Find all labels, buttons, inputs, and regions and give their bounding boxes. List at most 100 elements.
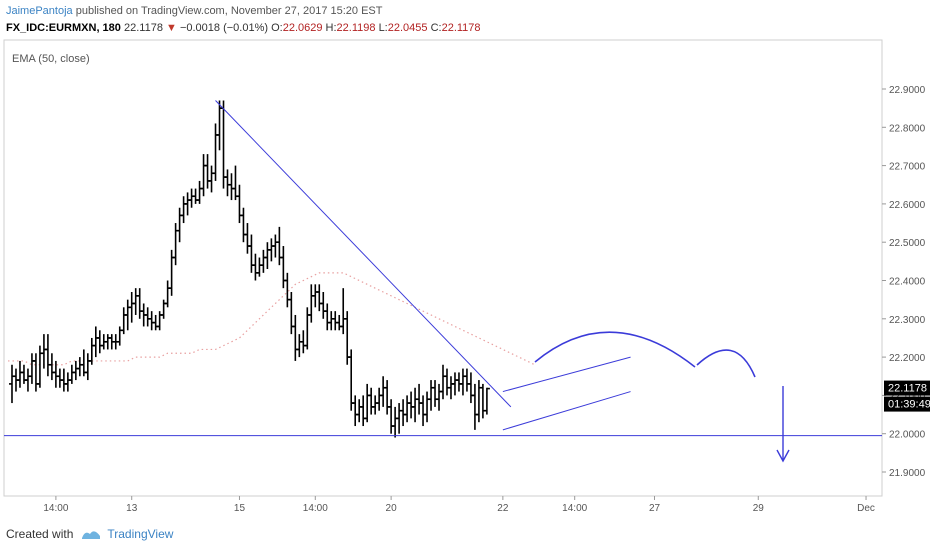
y-tick-label: 22.6000 xyxy=(889,200,926,211)
ohlc-bar xyxy=(132,288,139,315)
author-link[interactable]: JaimePantoja xyxy=(6,5,73,17)
ohlc-bar xyxy=(479,383,486,419)
price-tag: 22.1178 xyxy=(888,383,927,395)
ohlc-bar xyxy=(256,257,263,277)
low-label: L: xyxy=(378,22,388,34)
x-tick-label: 14:00 xyxy=(562,503,587,514)
ohlc-bar xyxy=(392,406,399,438)
ohlc-bar xyxy=(84,353,91,381)
y-tick-label: 22.4000 xyxy=(889,277,926,288)
publisher-line: JaimePantoja published on TradingView.co… xyxy=(6,3,382,19)
ohlc-bar xyxy=(192,188,199,204)
x-tick-label: 14:00 xyxy=(303,503,328,514)
ohlc-bar xyxy=(372,395,379,415)
ohlc-bar xyxy=(224,169,231,197)
ohlc-bar xyxy=(68,364,75,384)
open-value: 22.0629 xyxy=(282,22,323,34)
ohlc-bar xyxy=(184,192,191,216)
ohlc-bar xyxy=(260,249,267,273)
ohlc-bar xyxy=(356,399,363,423)
ohlc-bar xyxy=(268,238,275,262)
y-tick-label: 22.7000 xyxy=(889,162,926,173)
x-tick-label: 29 xyxy=(753,503,765,514)
channel-upper-line xyxy=(502,356,631,393)
ohlc-bar xyxy=(32,353,39,392)
ohlc-bar xyxy=(204,154,211,189)
ohlc-bar xyxy=(208,165,215,193)
y-tick-label: 22.3000 xyxy=(889,315,926,326)
ohlc-bar xyxy=(420,395,427,427)
ohlc-bar xyxy=(408,391,415,419)
down-arrow-head xyxy=(776,449,790,463)
y-tick-label: 22.5000 xyxy=(889,238,926,249)
ohlc-bar xyxy=(455,372,462,392)
low-value: 22.0455 xyxy=(387,22,428,34)
ohlc-bar xyxy=(188,188,195,208)
ohlc-bar xyxy=(443,368,450,396)
ohlc-bar xyxy=(180,196,187,224)
ohlc-bar xyxy=(72,360,79,381)
ohlc-bar xyxy=(320,291,327,319)
ohlc-bar xyxy=(332,311,339,331)
ohlc-bar xyxy=(336,314,343,331)
ohlc-bar xyxy=(368,387,375,415)
ohlc-bar xyxy=(240,207,247,243)
ohlc-bar xyxy=(312,284,319,308)
ohlc-bar xyxy=(272,234,279,258)
ohlc-bar xyxy=(463,368,470,392)
ohlc-bar xyxy=(324,303,331,331)
ohlc-bar xyxy=(232,165,239,201)
x-tick-label: 22 xyxy=(497,503,509,514)
ohlc-bar xyxy=(308,284,315,323)
ohlc-bar xyxy=(24,368,31,392)
high-label: H: xyxy=(325,22,337,34)
ohlc-bar xyxy=(124,299,131,331)
ohlc-bar xyxy=(36,345,43,388)
down-arrow-icon: ▼ xyxy=(166,22,177,34)
y-tick-label: 21.9000 xyxy=(889,468,926,479)
ohlc-bar xyxy=(380,376,387,407)
ohlc-bar xyxy=(212,123,219,181)
tradingview-logo-icon xyxy=(82,531,101,539)
projection-arc-1 xyxy=(534,331,696,368)
ohlc-bar xyxy=(276,226,283,266)
ohlc-bar xyxy=(76,357,83,377)
ohlc-bar xyxy=(136,288,143,319)
ohlc-bar xyxy=(96,330,103,354)
ohlc-bar xyxy=(360,395,367,427)
ohlc-bar xyxy=(236,184,243,224)
countdown-tag: 01:39:49 xyxy=(888,399,931,411)
ohlc-bar xyxy=(228,173,235,201)
ohlc-bar xyxy=(376,387,383,411)
plot-frame xyxy=(3,39,883,497)
x-tick-label: 14:00 xyxy=(43,503,68,514)
ohlc-bar xyxy=(252,253,259,281)
ohlc-bar xyxy=(440,364,446,400)
ohlc-bar xyxy=(248,234,255,273)
ohlc-bar xyxy=(316,284,323,312)
ohlc-bar xyxy=(384,380,391,415)
ohlc-bar xyxy=(144,307,151,327)
ohlc-bar xyxy=(60,368,67,392)
trend-line xyxy=(215,100,512,408)
tradingview-link[interactable]: TradingView xyxy=(107,527,174,541)
ohlc-bar xyxy=(412,387,419,423)
ohlc-bar xyxy=(88,337,95,365)
ohlc-bar xyxy=(40,334,47,369)
ohlc-bar xyxy=(152,314,159,331)
x-tick-label: 20 xyxy=(386,503,398,514)
price-tag-box xyxy=(884,380,930,396)
ohlc-bar xyxy=(160,299,167,319)
symbol-label: FX_IDC:EURMXN, 180 xyxy=(6,22,121,34)
ema-line xyxy=(8,272,536,366)
ohlc-bar xyxy=(475,380,482,423)
x-tick-label: 15 xyxy=(234,503,246,514)
x-tick-label: 13 xyxy=(126,503,138,514)
ohlc-bar xyxy=(48,353,55,381)
ohlc-bar xyxy=(340,288,347,335)
ohlc-bar xyxy=(284,272,291,308)
ohlc-bar xyxy=(400,399,407,427)
ohlc-bar xyxy=(451,372,458,396)
